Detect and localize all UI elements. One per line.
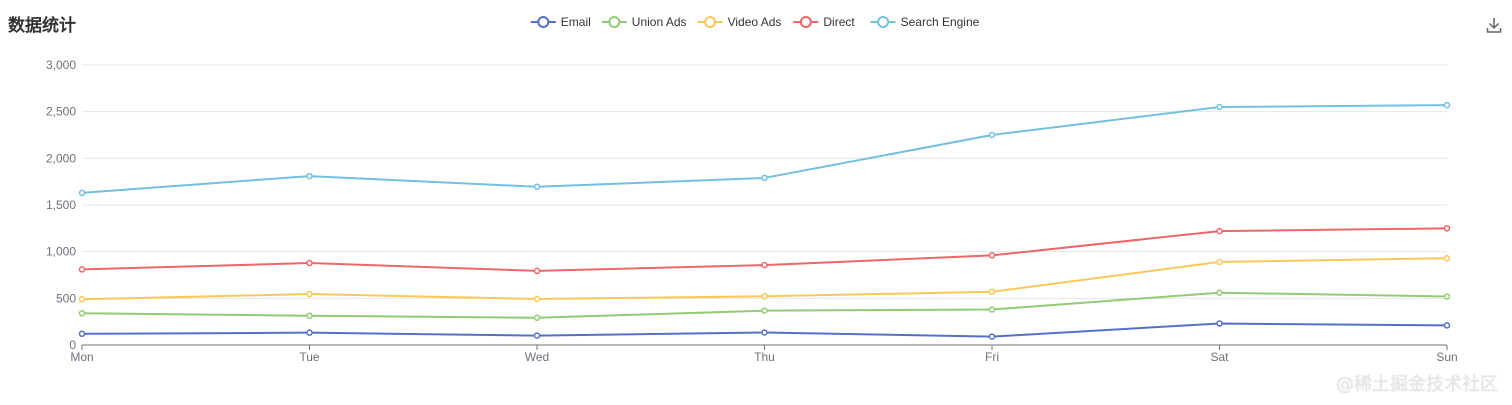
x-tick-label: Tue (299, 350, 320, 364)
legend-item[interactable]: Email (530, 15, 591, 29)
data-point (1216, 103, 1223, 111)
y-tick-label: 1,500 (46, 198, 76, 212)
legend-circle-icon (877, 16, 890, 28)
legend-circle-icon (799, 16, 812, 28)
data-point (1443, 101, 1451, 109)
data-point (78, 189, 86, 197)
legend-item[interactable]: Direct (793, 15, 855, 29)
data-point (1443, 293, 1451, 300)
data-point (1216, 258, 1223, 266)
data-point (988, 288, 996, 296)
legend-label: Search Engine (901, 15, 980, 29)
y-tick-label: 2,500 (46, 105, 76, 119)
legend-item[interactable]: Video Ads (697, 15, 782, 29)
y-tick-label: 0 (69, 338, 76, 352)
series-email (78, 320, 1451, 340)
data-point (1216, 227, 1223, 235)
data-point (988, 131, 996, 139)
legend-label: Direct (823, 15, 855, 29)
data-point (306, 329, 313, 336)
legend-circle-icon (704, 16, 717, 28)
data-point (761, 261, 768, 269)
legend-item[interactable]: Search Engine (870, 15, 980, 29)
legend-label: Union Ads (632, 15, 687, 29)
data-point (1443, 322, 1451, 329)
download-icon[interactable] (1484, 15, 1504, 35)
data-point (988, 306, 996, 313)
legend-circle-icon (537, 16, 550, 28)
x-tick-label: Fri (985, 350, 999, 364)
data-point (761, 293, 768, 300)
legend-label: Video Ads (728, 15, 782, 29)
data-point (78, 310, 86, 317)
y-tick-label: 500 (56, 291, 76, 305)
data-point (78, 296, 86, 303)
data-point (533, 267, 541, 275)
y-tick-label: 2,000 (46, 151, 76, 165)
series-union-ads (78, 289, 1451, 321)
data-point (1216, 320, 1223, 327)
x-tick-label: Thu (754, 350, 775, 364)
chart-title: 数据统计 (8, 16, 76, 36)
watermark: @稀土掘金技术社区 (1336, 374, 1498, 395)
legend-item[interactable]: Union Ads (601, 15, 687, 29)
legend-circle-icon (608, 16, 621, 28)
data-point (78, 266, 86, 273)
data-point (306, 290, 313, 298)
data-point (988, 252, 996, 259)
data-point (533, 183, 541, 191)
data-point (761, 174, 768, 182)
data-point (1443, 254, 1451, 262)
data-point (306, 172, 313, 180)
data-point (533, 332, 541, 339)
data-point (988, 333, 996, 340)
x-tick-label: Wed (525, 350, 549, 364)
y-tick-label: 1,000 (46, 245, 76, 259)
data-point (1216, 289, 1223, 296)
data-point (78, 330, 86, 338)
data-point (1443, 225, 1451, 232)
data-point (761, 307, 768, 314)
data-point (533, 295, 541, 303)
series-direct (78, 225, 1451, 275)
x-tick-label: Mon (70, 350, 93, 364)
data-point (306, 312, 313, 319)
series-search-engine (78, 101, 1451, 197)
data-point (306, 259, 313, 267)
legend-label: Email (561, 15, 591, 29)
data-point (761, 329, 768, 336)
series-video-ads (78, 254, 1451, 303)
data-point (533, 314, 541, 321)
x-tick-label: Sat (1210, 350, 1229, 364)
y-tick-label: 3,000 (46, 58, 76, 72)
x-tick-label: Sun (1436, 350, 1457, 364)
